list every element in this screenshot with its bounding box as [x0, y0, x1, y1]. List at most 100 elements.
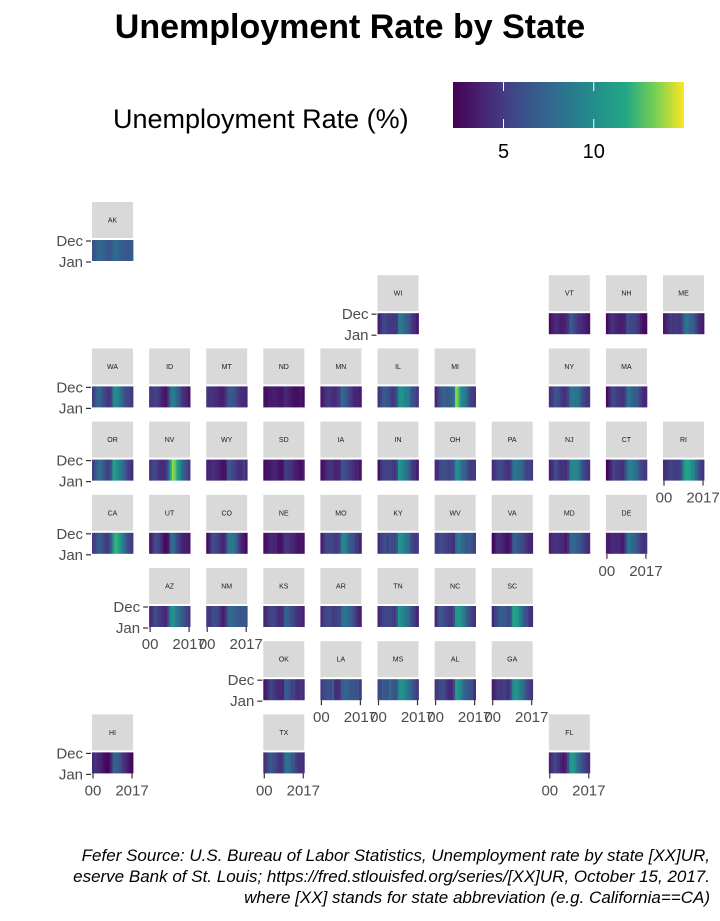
state-panel-ne: NE [263, 494, 305, 554]
y-tick-label: Dec [342, 306, 369, 323]
heat-cell [352, 459, 355, 481]
heat-cell [110, 752, 113, 774]
heat-cell [302, 606, 305, 627]
heat-cell [701, 313, 705, 335]
heat-cell [206, 606, 209, 627]
heat-cell [270, 532, 273, 554]
heat-cell [123, 459, 127, 481]
heat-cell [564, 532, 568, 554]
heat-cell [96, 386, 100, 408]
heat-cell [404, 313, 408, 335]
heat-cell [231, 459, 234, 481]
heat-cell [126, 752, 129, 774]
heat-cell [96, 459, 100, 481]
heat-cell [334, 679, 337, 701]
heat-cell [688, 459, 691, 481]
heat-cell [587, 532, 591, 554]
heat-cell [393, 606, 397, 627]
heat-cell [624, 459, 627, 481]
heat-cell [267, 459, 271, 481]
heat-cell [162, 532, 166, 554]
x-tick-label: 00 [142, 636, 159, 653]
x-tick-label: 2017 [172, 636, 205, 653]
heat-cell [174, 606, 177, 627]
heat-cell [331, 679, 335, 701]
heat-cell [382, 386, 385, 408]
heat-cell [578, 532, 582, 554]
heat-cell [167, 386, 170, 408]
heat-cell [443, 386, 447, 408]
heat-cell [571, 459, 575, 481]
heat-cell [276, 459, 280, 481]
heat-cell [242, 386, 246, 408]
heat-cell [530, 459, 534, 481]
heat-cell [457, 532, 461, 554]
panel-strip-label: GA [507, 657, 517, 664]
y-tick-label: Jan [344, 327, 368, 344]
heat-cell [617, 313, 620, 335]
heat-cell [450, 606, 454, 627]
heat-cell [439, 459, 442, 481]
heat-cell [320, 606, 324, 627]
heat-cell [281, 752, 285, 774]
heat-cell [320, 386, 324, 408]
heat-cell [331, 606, 335, 627]
heat-cell [162, 606, 166, 627]
heat-cell [384, 459, 388, 481]
heat-cell [585, 386, 588, 408]
heat-cell [331, 386, 335, 408]
x-tick-label: 00 [199, 636, 216, 653]
heat-cell [635, 532, 639, 554]
heat-cell [119, 240, 123, 261]
heat-cell [582, 386, 586, 408]
heat-cell [359, 532, 362, 554]
heat-cell [608, 313, 611, 335]
heat-cell [162, 459, 166, 481]
state-panel-vt: VT [548, 275, 591, 335]
heat-cell [555, 459, 559, 481]
heat-cell [569, 532, 572, 554]
heat-cell [377, 679, 381, 701]
heat-cell [473, 459, 476, 481]
heat-cell [491, 679, 495, 701]
heat-cell [286, 386, 289, 408]
heat-cell [548, 752, 552, 774]
heat-cell [525, 606, 529, 627]
heat-cell [553, 532, 557, 554]
heat-cell [244, 459, 248, 481]
heat-cell [605, 386, 609, 408]
heat-cell [585, 532, 588, 554]
heat-cell [386, 606, 390, 627]
y-tick-label: Dec [56, 379, 83, 396]
heat-cell [402, 386, 406, 408]
x-tick-label: 00 [313, 709, 330, 726]
heat-cell [644, 386, 648, 408]
heat-cell [158, 606, 161, 627]
heat-cell [272, 386, 276, 408]
heat-cell [400, 679, 403, 701]
caption-line-1: Fefer Source: U.S. Bureau of Labor Stati… [81, 846, 710, 865]
heat-cell [267, 606, 271, 627]
heat-cell [169, 459, 173, 481]
heat-cell [493, 532, 497, 554]
heat-cell [530, 532, 534, 554]
heat-cell [242, 532, 246, 554]
heat-cell [473, 532, 476, 554]
heat-cell [101, 240, 104, 261]
heat-cell [411, 532, 415, 554]
heat-cell [288, 386, 292, 408]
heat-cell [233, 386, 237, 408]
heat-cell [500, 679, 504, 701]
heat-cell [519, 532, 522, 554]
panel-strip-label: TX [279, 730, 288, 737]
heat-cell [155, 459, 159, 481]
heat-cell [628, 386, 632, 408]
heat-cell [411, 679, 415, 701]
heat-cell [507, 679, 511, 701]
heat-cell [621, 313, 625, 335]
heat-cell [564, 313, 568, 335]
heat-cell [103, 752, 107, 774]
state-panel-ri: RI 00 2017 [656, 421, 720, 507]
state-panel-in: IN [377, 421, 419, 481]
heat-cell [210, 386, 214, 408]
